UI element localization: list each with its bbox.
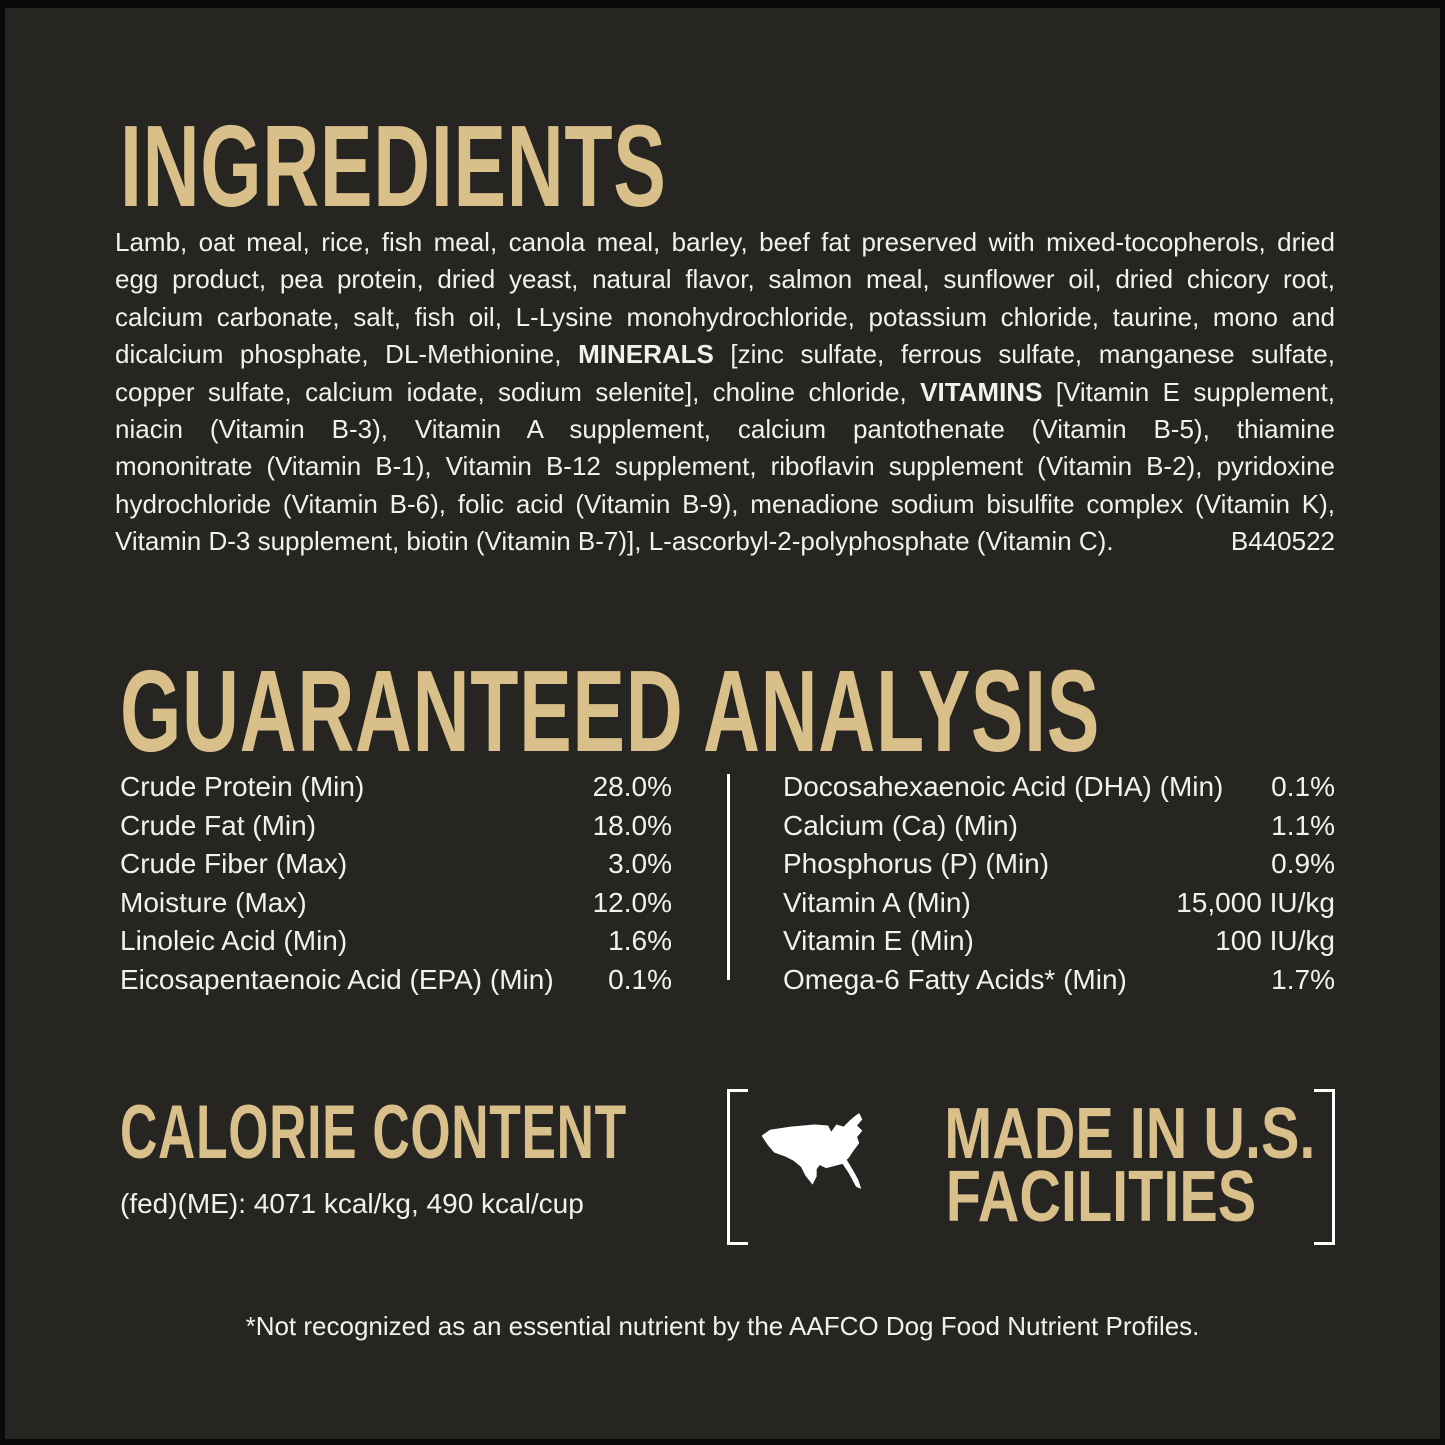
nutrient-label: Vitamin E (Min) [783, 925, 974, 957]
nutrient-value: 12.0% [592, 886, 672, 918]
nutrient-label: Crude Fat (Min) [120, 809, 317, 841]
calorie-content-heading: CALORIE CONTENT [120, 1090, 627, 1175]
ingredients-line-text: egg product, pea protein, dried yeast, n… [115, 264, 1335, 295]
nutrient-label: Crude Protein (Min) [120, 771, 365, 802]
nutrient-value: 1.6% [608, 925, 672, 957]
nutrient-label: Docosahexaenoic Acid (DHA) (Min) [783, 771, 1224, 802]
analysis-row: Omega-6 Fatty Acids* (Min) 1.7% [783, 961, 1335, 1000]
analysis-row: Calcium (Ca) (Min) 1.1% [783, 807, 1335, 846]
batch-code: B440522 [1230, 526, 1335, 557]
left-bracket [727, 1089, 748, 1245]
nutrient-value: 100 IU/kg [1215, 925, 1335, 957]
nutrient-value: 18.0% [592, 809, 672, 841]
nutrient-label: Omega-6 Fatty Acids* (Min) [783, 963, 1127, 995]
label-panel: INGREDIENTS Lamb, oat meal, rice, fish m… [5, 8, 1440, 1439]
ingredients-line-text: Vitamin D-3 supplement, biotin (Vitamin … [115, 526, 1114, 557]
analysis-row: Docosahexaenoic Acid (DHA) (Min) 0.1% [783, 768, 1335, 807]
nutrient-value: 0.1% [608, 963, 672, 995]
column-divider [727, 774, 730, 980]
nutrient-label: Linoleic Acid (Min) [120, 925, 348, 957]
analysis-row: Crude Fat (Min) 18.0% [120, 807, 672, 846]
ingredients-line: hydrochloride (Vitamin B-6), folic acid … [115, 486, 1335, 523]
nutrient-value: 1.7% [1271, 963, 1335, 995]
ingredients-line-text: copper sulfate, calcium iodate, sodium s… [115, 376, 921, 407]
ingredients-line: Lamb, oat meal, rice, fish meal, canola … [115, 224, 1335, 261]
vitamins-label: VITAMINS [920, 376, 1043, 407]
ingredients-heading: INGREDIENTS [120, 101, 667, 231]
ingredients-line: mononitrate (Vitamin B-1), Vitamin B-12 … [115, 448, 1335, 485]
nutrient-label: Moisture (Max) [120, 886, 307, 918]
guaranteed-analysis-heading: GUARANTEED ANALYSIS [120, 646, 1101, 776]
nutrient-value: 15,000 IU/kg [1176, 886, 1335, 918]
nutrient-label: Vitamin A (Min) [783, 886, 971, 918]
calorie-content-detail: (fed)(ME): 4071 kcal/kg, 490 kcal/cup [120, 1188, 584, 1219]
ingredients-line: egg product, pea protein, dried yeast, n… [115, 261, 1335, 298]
nutrient-value: 28.0% [592, 771, 672, 802]
made-in-us-text: MADE IN U.S. FACILITIES [905, 1094, 1316, 1237]
ingredients-line: copper sulfate, calcium iodate, sodium s… [115, 374, 1335, 411]
nutrient-label: Eicosapentaenoic Acid (EPA) (Min) [120, 963, 554, 995]
analysis-row: Moisture (Max) 12.0% [120, 884, 672, 923]
analysis-right-column: Docosahexaenoic Acid (DHA) (Min) 0.1% Cal… [783, 768, 1335, 1000]
analysis-row: Crude Fiber (Max) 3.0% [120, 845, 672, 884]
made-in-us-line1: MADE IN U.S. [944, 1094, 1316, 1174]
analysis-row: Linoleic Acid (Min) 1.6% [120, 922, 672, 961]
nutrient-value: 3.0% [608, 848, 672, 880]
nutrient-label: Phosphorus (P) (Min) [783, 848, 1050, 880]
right-bracket [1314, 1089, 1335, 1245]
analysis-row: Eicosapentaenoic Acid (EPA) (Min) 0.1% [120, 961, 672, 1000]
ingredients-line: calcium carbonate, salt, fish oil, L-Lys… [115, 299, 1335, 336]
ingredients-line: dicalcium phosphate, DL-Methionine, MINE… [115, 336, 1335, 373]
ingredients-line-text: Lamb, oat meal, rice, fish meal, canola … [115, 227, 1335, 257]
nutrient-value: 0.1% [1271, 771, 1335, 802]
analysis-left-column: Crude Protein (Min) 28.0% Crude Fat (Min)… [120, 768, 672, 1000]
ingredients-line-text: hydrochloride (Vitamin B-6), folic acid … [115, 488, 1335, 519]
ingredients-line-text: dicalcium phosphate, DL-Methionine, [115, 339, 579, 370]
ingredients-line-text: mononitrate (Vitamin B-1), Vitamin B-12 … [115, 451, 1335, 482]
nutrient-value: 1.1% [1271, 809, 1335, 841]
analysis-row: Vitamin A (Min) 15,000 IU/kg [783, 884, 1335, 923]
nutrient-value: 0.9% [1271, 848, 1335, 880]
ingredients-line: niacin (Vitamin B-3), Vitamin A suppleme… [115, 411, 1335, 448]
analysis-row: Crude Protein (Min) 28.0% [120, 768, 672, 807]
nutrient-label: Crude Fiber (Max) [120, 848, 348, 880]
aafco-footnote: *Not recognized as an essential nutrient… [245, 1311, 1200, 1341]
ingredients-line-text: niacin (Vitamin B-3), Vitamin A suppleme… [115, 413, 1335, 444]
ingredients-line-text: [zinc sulfate, ferrous sulfate, manganes… [713, 339, 1335, 370]
ingredients-last-line: Vitamin D-3 supplement, biotin (Vitamin … [115, 523, 1335, 560]
analysis-row: Vitamin E (Min) 100 IU/kg [783, 922, 1335, 961]
minerals-label: MINERALS [578, 339, 714, 370]
usa-map-icon [761, 1113, 863, 1189]
made-in-us-line2: FACILITIES [945, 1157, 1257, 1237]
ingredients-line-text: calcium carbonate, salt, fish oil, L-Lys… [115, 301, 1335, 332]
analysis-row: Phosphorus (P) (Min) 0.9% [783, 845, 1335, 884]
nutrient-label: Calcium (Ca) (Min) [783, 809, 1018, 841]
ingredients-paragraph: Lamb, oat meal, rice, fish meal, canola … [115, 224, 1335, 561]
ingredients-line-text: [Vitamin E supplement, [1042, 376, 1335, 407]
